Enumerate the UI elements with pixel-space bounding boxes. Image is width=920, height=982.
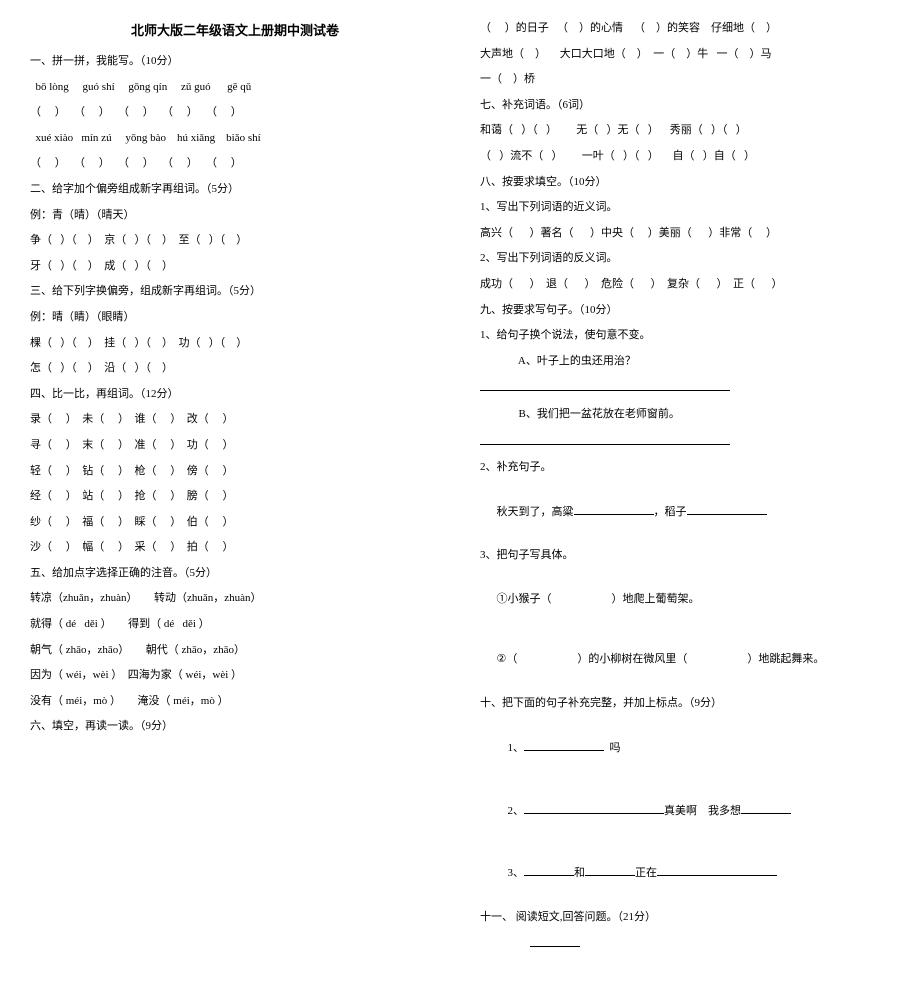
left-column: 北师大版二年级语文上册期中测试卷 一、拼一拼，我能写。（10分） bō lòng… — [30, 20, 460, 962]
s9-l3b-p1: ②（ — [497, 653, 518, 665]
section-3-example: 例：晴（睛）（眼睛） — [30, 309, 440, 327]
section-9-heading: 九、按要求写句子。（10分） — [480, 302, 890, 320]
section-4-line-3: 轻（ ） 钻（ ） 枪（ ） 傍（ ） — [30, 463, 440, 481]
section-6-line-3: 一（ ）桥 — [480, 71, 890, 89]
page-container: 北师大版二年级语文上册期中测试卷 一、拼一拼，我能写。（10分） bō lòng… — [0, 0, 920, 982]
section-6-line-1: （ ）的日子 （ ）的心情 （ ）的笑容 仔细地（ ） — [480, 20, 890, 38]
section-7-heading: 七、补充词语。（6词） — [480, 97, 890, 115]
s10-l3b: 和 — [574, 867, 585, 879]
pinyin-row-1: bō lòng guó shí gōng qín zǔ guó gē qǔ — [30, 79, 440, 97]
blank-line-b — [480, 432, 890, 452]
section-8-q1: 1、写出下列词语的近义词。 — [480, 199, 890, 217]
section-5-line-3: 朝气（ zhāo，zhāo） 朝代（ zhāo，zhāo） — [30, 642, 440, 660]
section-8-line-1: 高兴（ ）著名（ ）中央（ ）美丽（ ）非常（ ） — [480, 225, 890, 243]
section-5-line-5: 没有（ méi，mò ） 淹没（ méi，mò ） — [30, 693, 440, 711]
section-4-line-1: 录（ ） 未（ ） 谁（ ） 改（ ） — [30, 411, 440, 429]
section-3-line-1: 棵（ ）（ ） 挂（ ）（ ） 功（ ）（ ） — [30, 335, 440, 353]
section-4-line-5: 纱（ ） 福（ ） 睬（ ） 伯（ ） — [30, 514, 440, 532]
section-4-line-2: 寻（ ） 末（ ） 准（ ） 功（ ） — [30, 437, 440, 455]
s9-l3b-p2: ）的小柳树在微风里（ — [577, 653, 687, 665]
section-2-heading: 二、给字加个偏旁组成新字再组词。（5分） — [30, 181, 440, 199]
s10-l1b: 吗 — [610, 742, 621, 754]
blank-line-11 — [480, 934, 890, 954]
section-5-line-4: 因为（ wéi，wèi ） 四海为家（ wéi，wèi ） — [30, 667, 440, 685]
right-column: （ ）的日子 （ ）的心情 （ ）的笑容 仔细地（ ） 大声地（ ） 大口大口地… — [460, 20, 890, 962]
section-9-a: A、叶子上的虫还用治？ — [480, 353, 890, 371]
section-7-line-2: （ ）流不（ ） 一叶（ ）（ ） 自（ ）自（ ） — [480, 148, 890, 166]
section-4-line-4: 经（ ） 站（ ） 抢（ ） 膀（ ） — [30, 488, 440, 506]
section-2-example: 例：青（晴）（晴天） — [30, 207, 440, 225]
s9-l2-mid: ，稻子 — [654, 506, 687, 518]
section-8-heading: 八、按要求填空。（10分） — [480, 174, 890, 192]
section-5-line-2: 就得（ dé děi ） 得到（ dé děi ） — [30, 616, 440, 634]
section-6-line-2: 大声地（ ） 大口大口地（ ） 一（ ）牛 一（ ）马 — [480, 46, 890, 64]
s9-l3b-p3: ）地跳起舞来。 — [747, 653, 824, 665]
s9-l3a-p2: ）地爬上葡萄架。 — [612, 593, 700, 605]
section-11-heading: 十一、 阅读短文,回答问题。（21分） — [480, 909, 890, 927]
section-4-heading: 四、比一比，再组词。（12分） — [30, 386, 440, 404]
section-7-line-1: 和蔼（ ）（ ） 无（ ）无（ ） 秀丽（ ）（ ） — [480, 122, 890, 140]
s9-l3a-p1: ①小猴子（ — [497, 593, 552, 605]
s9-l2-prefix: 秋天到了，高粱 — [497, 506, 574, 518]
section-5-heading: 五、给加点字选择正确的注音。（5分） — [30, 565, 440, 583]
section-9-q2: 2、补充句子。 — [480, 459, 890, 477]
s10-l3a: 3、 — [508, 867, 525, 879]
pinyin-row-2: xué xiào mín zú yōng bào hú xiǎng biǎo s… — [30, 130, 440, 148]
section-3-line-2: 怎（ ）（ ） 沿（ ）（ ） — [30, 360, 440, 378]
section-3-heading: 三、给下列字换偏旁，组成新字再组词。（5分） — [30, 283, 440, 301]
blank-line-a — [480, 378, 890, 398]
section-2-line-2: 牙（ ）（ ） 成（ ）（ ） — [30, 258, 440, 276]
section-9-q1: 1、给句子换个说法，使句意不变。 — [480, 327, 890, 345]
section-8-q2: 2、写出下列词语的反义词。 — [480, 250, 890, 268]
section-10-line-1: 1、 吗 — [480, 720, 890, 775]
section-8-line-2: 成功（ ） 退（ ） 危险（ ） 复杂（ ） 正（ ） — [480, 276, 890, 294]
section-4-line-6: 沙（ ） 幅（ ） 采（ ） 拍（ ） — [30, 539, 440, 557]
s10-l3c: 正在 — [635, 867, 657, 879]
section-9-q3: 3、把句子写具体。 — [480, 547, 890, 565]
section-9-line-2: 秋天到了，高粱 ，稻子 — [480, 485, 890, 540]
section-9-b: B、我们把一盆花放在老师窗前。 — [480, 406, 890, 424]
s10-l2a: 2、 — [508, 805, 525, 817]
section-6-heading: 六、填空，再读一读。（9分） — [30, 718, 440, 736]
s10-l1a: 1、 — [508, 742, 525, 754]
section-9-line-3a: ①小猴子（ ）地爬上葡萄架。 — [480, 573, 890, 626]
section-2-line-1: 争（ ）（ ） 京（ ）（ ） 至（ ）（ ） — [30, 232, 440, 250]
section-9-line-3b: ②（ ）的小柳树在微风里（ ）地跳起舞来。 — [480, 634, 890, 687]
section-10-line-3: 3、 和 正在 — [480, 846, 890, 901]
section-10-heading: 十、把下面的句子补充完整，并加上标点。（9分） — [480, 695, 890, 713]
s10-l2b: 真美啊 我多想 — [664, 805, 741, 817]
section-1-heading: 一、拼一拼，我能写。（10分） — [30, 53, 440, 71]
section-10-line-2: 2、 真美啊 我多想 — [480, 783, 890, 838]
paper-title: 北师大版二年级语文上册期中测试卷 — [30, 20, 440, 39]
blank-row-2: （ ） （ ） （ ） （ ） （ ） — [30, 155, 440, 173]
blank-row-1: （ ） （ ） （ ） （ ） （ ） — [30, 104, 440, 122]
section-5-line-1: 转凉（zhuǎn，zhuàn） 转动（zhuǎn，zhuàn） — [30, 590, 440, 608]
